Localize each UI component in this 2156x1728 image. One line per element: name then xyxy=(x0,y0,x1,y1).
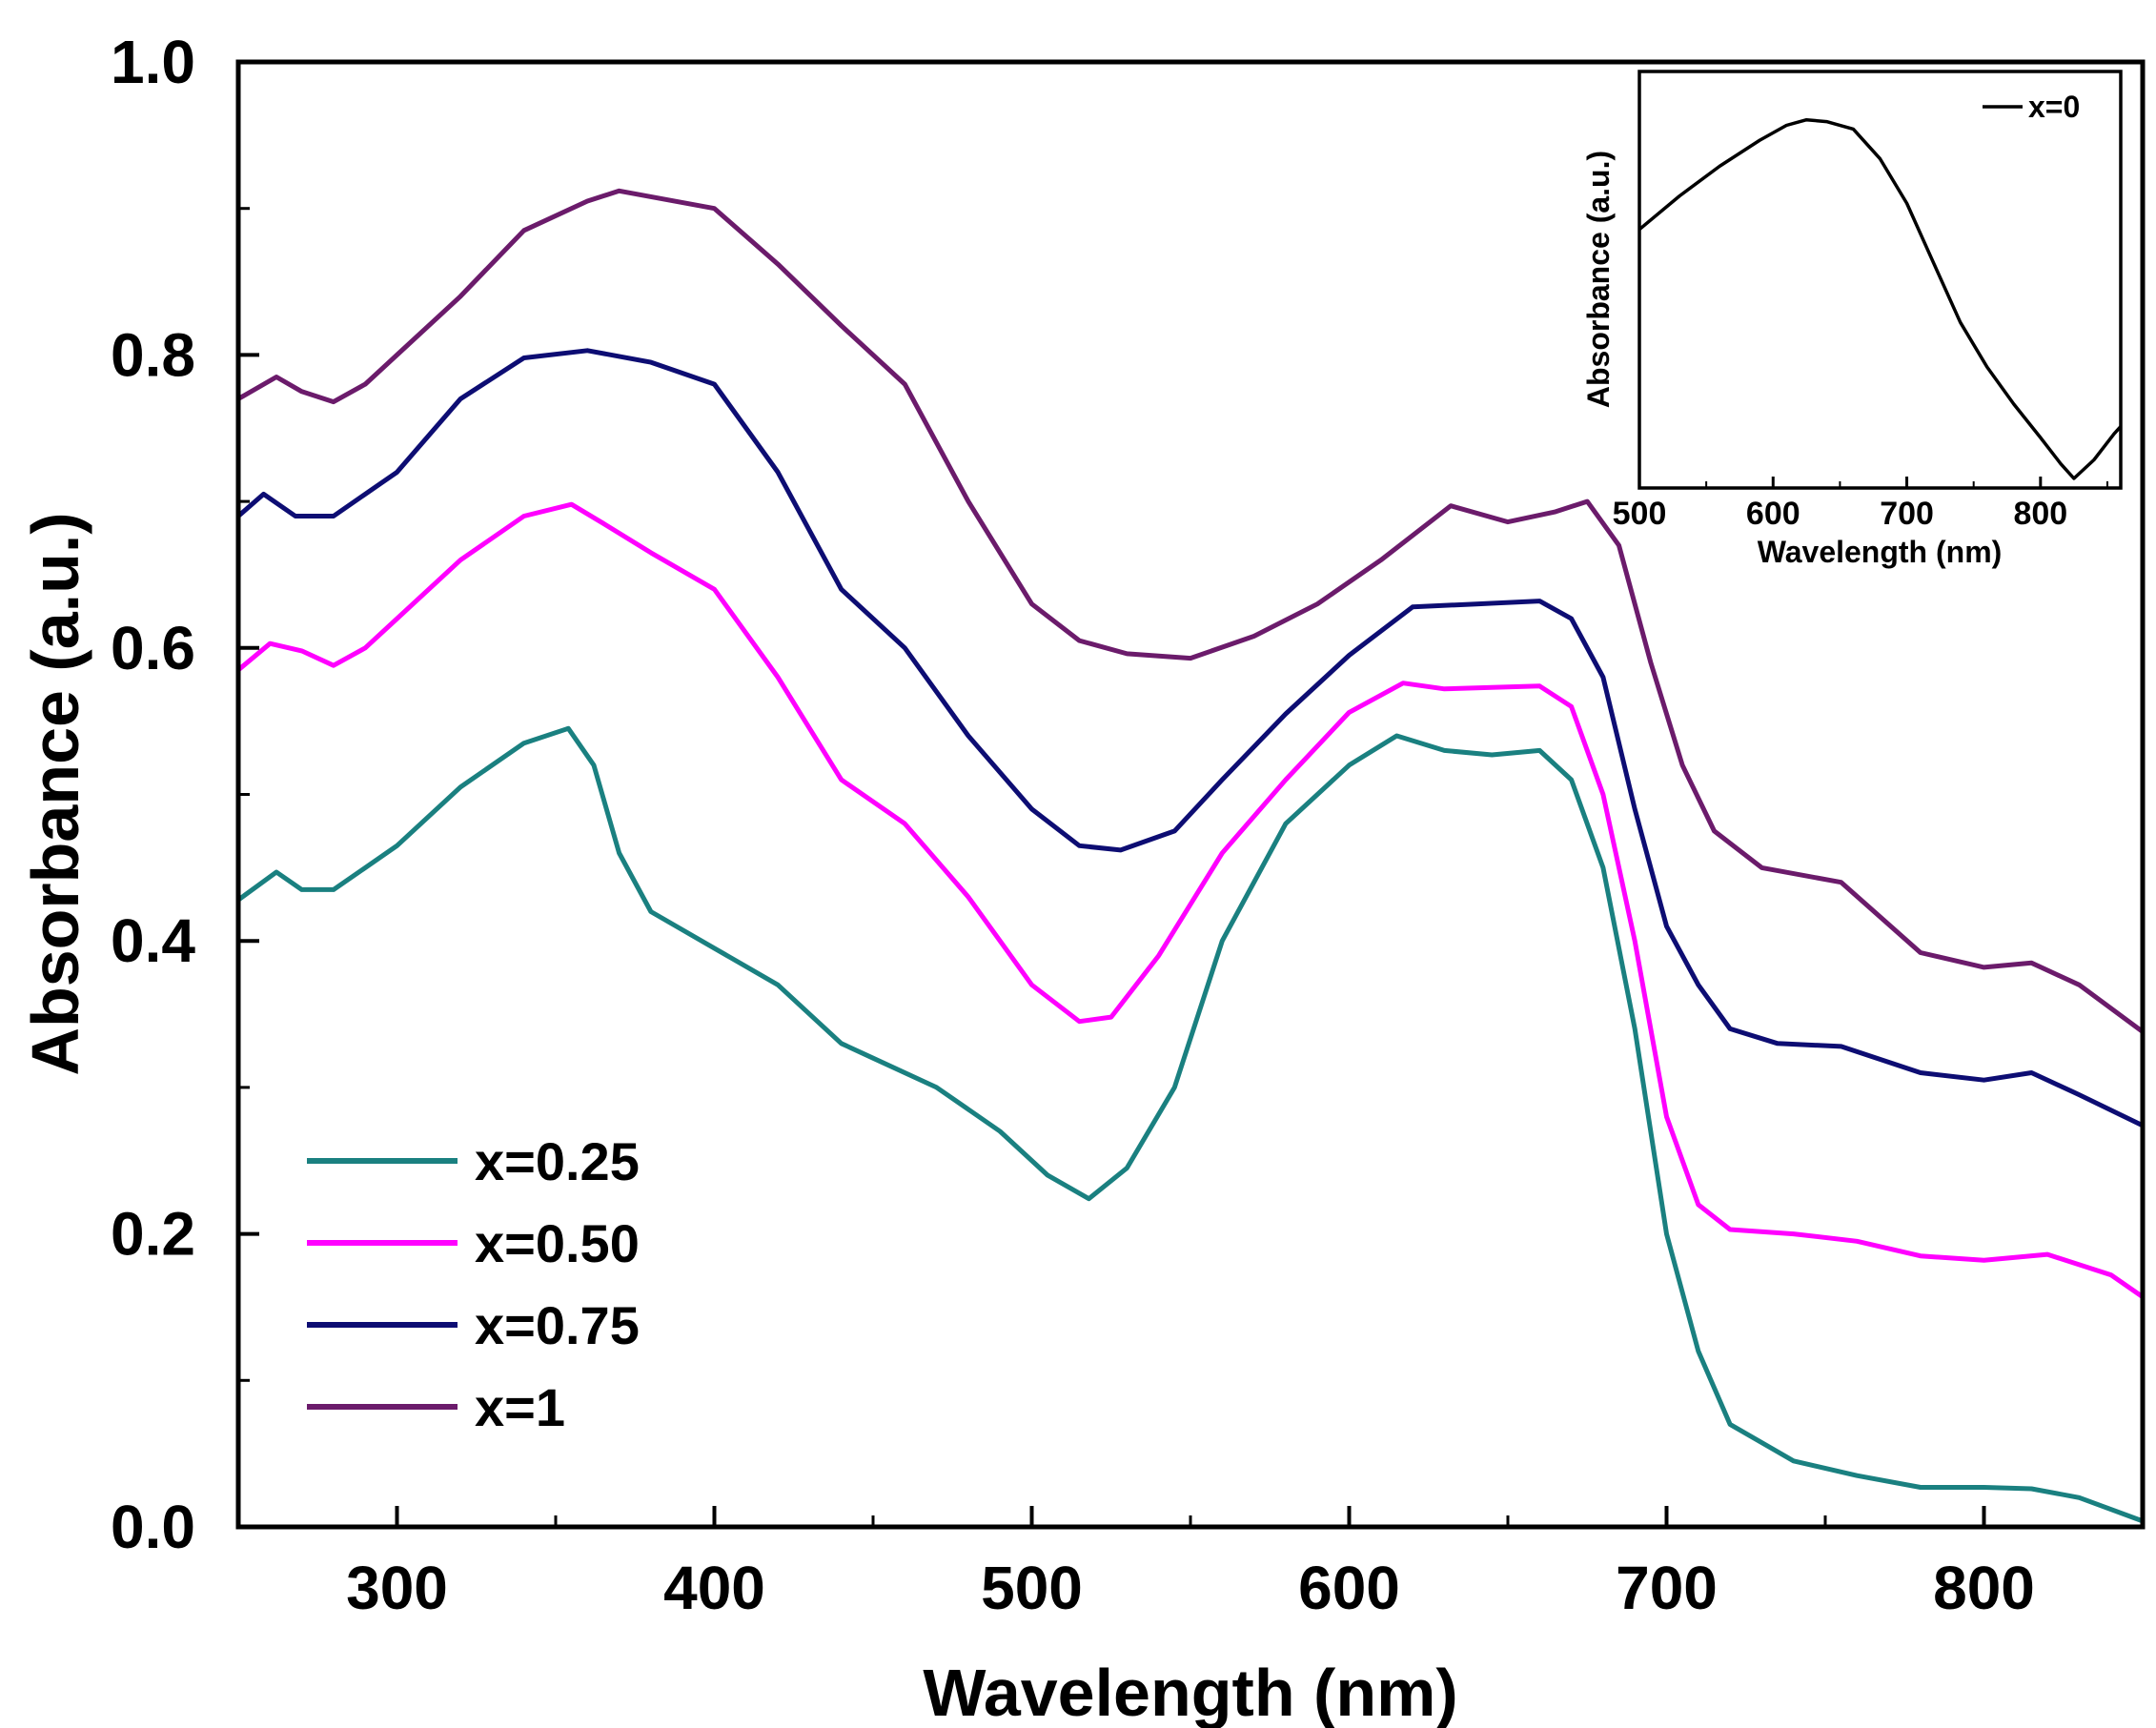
inset-x-tick-label: 600 xyxy=(1746,496,1800,532)
inset-legend: x=0 xyxy=(1983,90,2080,124)
main-series-group xyxy=(235,188,2146,1524)
inset-y-axis-title: Absorbance (a.u.) xyxy=(1581,151,1616,408)
inset-plot: 500 600 700 800 Wavelength (nm) Absorbance … xyxy=(1581,70,2123,569)
inset-legend-label: x=0 xyxy=(2028,90,2080,124)
inset-series-line-x=0 xyxy=(1637,117,2123,480)
legend-label: x=0.25 xyxy=(475,1131,640,1191)
legend-label: x=0.75 xyxy=(475,1295,640,1355)
inset-series-group xyxy=(1637,117,2123,480)
main-legend: x=0.25 x=0.50 x=0.75 x=1 xyxy=(307,1131,640,1437)
x-tick-label: 500 xyxy=(981,1554,1083,1622)
series-line-x=1 xyxy=(235,188,2146,1034)
main-plot: 0.0 0.2 0.4 0.6 0.8 1.0 300 400 500 600 700 800 Wa… xyxy=(18,28,2146,1728)
inset-x-tick-label: 500 xyxy=(1613,496,1667,532)
inset-x-axis-title: Wavelength (nm) xyxy=(1758,535,2003,569)
inset-background xyxy=(1639,71,2121,488)
inset-x-tick-label: 800 xyxy=(2013,496,2067,532)
inset-plot-frame xyxy=(1637,70,2123,490)
y-tick-label: 0.4 xyxy=(111,906,195,975)
y-tick-label: 1.0 xyxy=(111,28,195,96)
x-tick-label: 800 xyxy=(1933,1554,2035,1622)
inset-x-ticks: 500 600 700 800 xyxy=(1613,477,2108,532)
legend-label: x=1 xyxy=(475,1377,565,1437)
series-line-x=0.75 xyxy=(235,348,2146,1128)
y-tick-label: 0.2 xyxy=(111,1200,195,1269)
y-axis-title: Absorbance (a.u.) xyxy=(18,512,92,1075)
main-y-ticks: 0.0 0.2 0.4 0.6 0.8 1.0 xyxy=(111,28,259,1561)
y-tick-label: 0.8 xyxy=(111,320,195,389)
x-tick-label: 700 xyxy=(1616,1554,1718,1622)
main-x-ticks: 300 400 500 600 700 800 xyxy=(236,1506,2145,1622)
series-line-x=0.50 xyxy=(235,501,2146,1300)
x-tick-label: 600 xyxy=(1298,1554,1400,1622)
series-line-x=0.25 xyxy=(235,725,2146,1524)
legend-label: x=0.50 xyxy=(475,1213,640,1273)
x-tick-label: 300 xyxy=(346,1554,448,1622)
x-axis-title: Wavelength (nm) xyxy=(923,1656,1457,1728)
y-tick-label: 0.0 xyxy=(111,1493,195,1561)
inset-x-tick-label: 700 xyxy=(1880,496,1934,532)
y-tick-label: 0.6 xyxy=(111,614,195,682)
x-tick-label: 400 xyxy=(663,1554,765,1622)
